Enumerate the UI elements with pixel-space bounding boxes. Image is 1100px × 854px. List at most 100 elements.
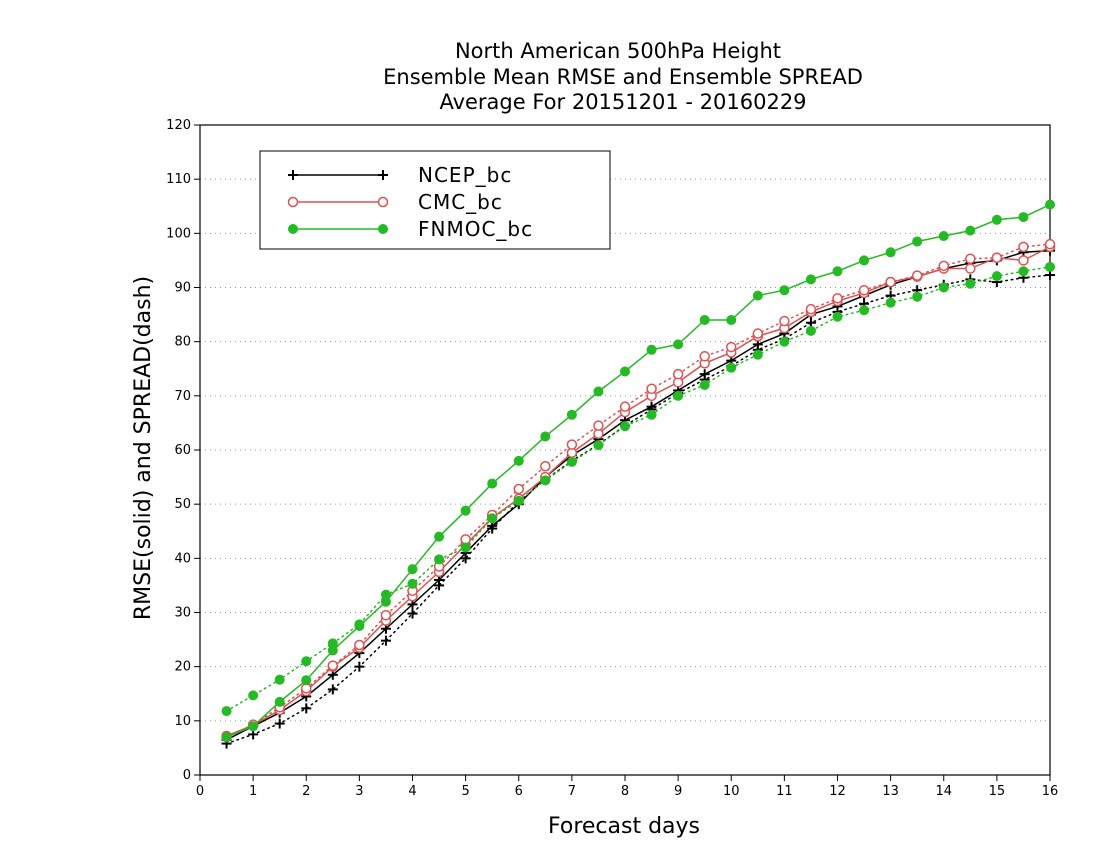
legend-label: CMC_bc [418, 190, 503, 214]
y-tick-label: 50 [174, 497, 191, 512]
x-tick-label: 8 [621, 784, 629, 799]
spread-point-fnmoc-bc [380, 589, 391, 600]
spread-point-fnmoc-bc [460, 542, 471, 553]
spread-line-fnmoc-bc [225, 266, 1051, 712]
series-ncep-bc [221, 245, 1055, 749]
spread-point-fnmoc-bc [434, 554, 445, 565]
spread-point-fnmoc-bc [965, 278, 976, 289]
spread-point-fnmoc-bc [938, 282, 949, 293]
y-tick-label: 40 [174, 551, 191, 566]
legend: NCEP_bc CMC_bc FNMOC_bc [259, 150, 611, 250]
y-tick-label: 30 [174, 606, 191, 621]
spread-point-fnmoc-bc [540, 475, 551, 486]
title-line-3: Average For 20151201 - 20160229 [439, 90, 806, 114]
legend-marker [377, 196, 389, 208]
rmse-point-fnmoc-bc [434, 531, 445, 542]
spread-point-fnmoc-bc [805, 325, 816, 336]
rmse-point-fnmoc-bc [487, 478, 498, 489]
spread-point-fnmoc-bc [991, 271, 1002, 282]
spread-point-cmc-bc [672, 368, 684, 380]
spread-line-cmc-bc [225, 243, 1051, 738]
spread-point-fnmoc-bc [221, 706, 232, 717]
spread-point-ncep-bc [274, 718, 285, 729]
rmse-point-cmc-bc [1018, 255, 1029, 266]
y-tick-label: 20 [174, 660, 191, 675]
y-tick-label: 80 [174, 335, 191, 350]
spread-point-ncep-bc [460, 553, 471, 564]
spread-point-cmc-bc [593, 420, 604, 431]
rmse-point-fnmoc-bc [726, 315, 737, 325]
rmse-point-fnmoc-bc [991, 214, 1002, 225]
spread-point-ncep-bc [487, 523, 498, 534]
spread-point-fnmoc-bc [859, 305, 870, 316]
y-tick-label: 60 [174, 443, 191, 458]
rmse-point-fnmoc-bc [779, 285, 790, 296]
spread-point-cmc-bc [540, 461, 551, 472]
spread-point-fnmoc-bc [832, 311, 843, 322]
rmse-point-fnmoc-bc [832, 266, 843, 277]
rmse-point-fnmoc-bc [407, 564, 418, 575]
spread-point-cmc-bc [911, 270, 923, 281]
spread-point-fnmoc-bc [752, 349, 763, 360]
y-tick-label: 10 [174, 714, 191, 729]
x-tick-label: 13 [882, 784, 899, 799]
spread-point-cmc-bc [354, 639, 365, 651]
legend-item-ncep-bc: NCEP_bc [288, 163, 512, 187]
spread-point-cmc-bc [619, 401, 631, 412]
y-tick-label: 70 [174, 389, 191, 404]
rmse-point-fnmoc-bc [805, 274, 816, 285]
spread-point-cmc-bc [1044, 238, 1056, 250]
rmse-point-fnmoc-bc [513, 455, 524, 466]
legend-marker [287, 196, 299, 208]
spread-point-cmc-bc [991, 252, 1003, 263]
x-tick-label: 15 [989, 784, 1006, 799]
x-tick-label: 6 [515, 784, 523, 799]
y-tick-label: 110 [166, 172, 191, 187]
spread-point-cmc-bc [965, 253, 976, 265]
rmse-point-fnmoc-bc [593, 386, 604, 397]
spread-point-cmc-bc [805, 303, 817, 315]
x-tick-label: 14 [935, 784, 952, 799]
title-line-1: North American 500hPa Height [455, 39, 781, 63]
spread-point-fnmoc-bc [566, 456, 577, 467]
spread-point-cmc-bc [779, 315, 790, 327]
legend-marker [288, 170, 298, 180]
spread-point-cmc-bc [327, 660, 339, 671]
spread-point-fnmoc-bc [248, 690, 259, 701]
x-tick-label: 10 [723, 784, 740, 799]
spread-point-cmc-bc [752, 328, 764, 339]
spread-point-fnmoc-bc [646, 409, 657, 420]
spread-point-fnmoc-bc [779, 336, 790, 347]
x-axis-ticks: 0 1 2 3 4 5 6 7 8 9 10 11 12 13 14 15 16 [196, 775, 1058, 799]
rmse-point-fnmoc-bc [460, 505, 471, 516]
spread-point-fnmoc-bc [274, 674, 285, 685]
spread-point-fnmoc-bc [620, 421, 630, 432]
legend-label: FNMOC_bc [418, 217, 533, 241]
series [221, 199, 1056, 749]
y-axis-label: RMSE(solid) and SPREAD(dash) [131, 276, 156, 620]
legend-item-cmc-bc: CMC_bc [287, 190, 503, 214]
rmse-point-fnmoc-bc [566, 409, 577, 420]
legend-box [259, 150, 611, 250]
rmse-point-fnmoc-bc [1045, 199, 1055, 210]
rmse-point-fnmoc-bc [248, 721, 259, 732]
y-tick-label: 0 [183, 768, 191, 783]
series-cmc-bc [221, 238, 1056, 743]
x-tick-label: 7 [568, 784, 576, 799]
chart-title: North American 500hPa Height Ensemble Me… [383, 39, 863, 114]
legend-label: NCEP_bc [418, 163, 512, 187]
legend-marker [378, 170, 388, 180]
y-tick-label: 90 [174, 281, 191, 296]
rmse-point-fnmoc-bc [752, 290, 763, 301]
spread-point-fnmoc-bc [487, 513, 498, 524]
title-line-2: Ensemble Mean RMSE and Ensemble SPREAD [383, 65, 863, 89]
legend-marker [288, 224, 298, 234]
rmse-point-fnmoc-bc [859, 255, 870, 266]
spread-point-fnmoc-bc [1045, 261, 1055, 272]
spread-point-fnmoc-bc [885, 297, 896, 308]
x-tick-label: 2 [302, 784, 310, 799]
rmse-point-fnmoc-bc [1018, 212, 1029, 223]
x-tick-label: 3 [355, 784, 363, 799]
